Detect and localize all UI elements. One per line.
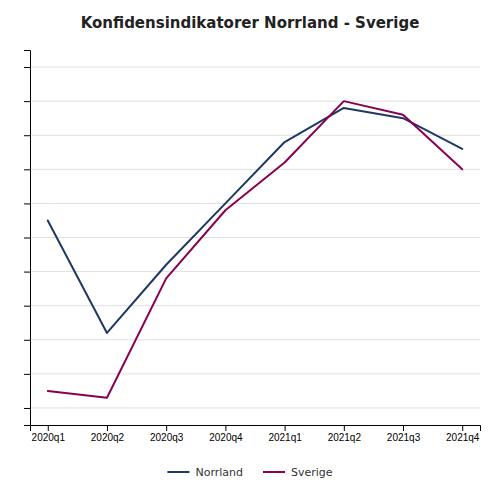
legend-item: Sverige bbox=[263, 466, 333, 479]
grid-line bbox=[30, 203, 480, 204]
grid bbox=[30, 67, 480, 408]
x-tick-label: 2021q2 bbox=[328, 432, 362, 443]
x-tick: 2020q2 bbox=[91, 425, 125, 443]
y-tick bbox=[24, 203, 30, 204]
x-tick-label: 2021q4 bbox=[446, 432, 480, 443]
y-axis-line bbox=[24, 51, 31, 426]
grid-line bbox=[30, 135, 480, 136]
series-line bbox=[48, 101, 462, 398]
x-tick-mark bbox=[403, 425, 404, 431]
x-axis: 2020q1 2020q2 2020q3 2020q4 2021q1 2021q2 2021… bbox=[31, 425, 481, 443]
x-tick-label: 2020q4 bbox=[209, 432, 243, 443]
x-tick: 2020q4 bbox=[209, 425, 243, 443]
y-axis bbox=[24, 51, 31, 426]
grid-line bbox=[30, 373, 480, 374]
y-tick-mark bbox=[24, 101, 30, 102]
legend: Norrland Sverige bbox=[167, 466, 332, 479]
x-tick-mark bbox=[285, 425, 286, 431]
y-tick-mark bbox=[24, 135, 30, 136]
y-tick-mark bbox=[24, 67, 30, 68]
x-tick: 2020q1 bbox=[32, 425, 66, 443]
y-tick-mark bbox=[24, 374, 30, 375]
x-tick-mark bbox=[107, 425, 108, 431]
x-tick-mark bbox=[344, 425, 345, 431]
lines bbox=[48, 101, 462, 398]
legend-swatch bbox=[167, 471, 189, 473]
grid-line bbox=[30, 67, 480, 68]
y-tick-mark bbox=[24, 340, 30, 341]
grid-line bbox=[30, 271, 480, 272]
grid-line bbox=[30, 407, 480, 408]
x-tick-label: 2020q2 bbox=[91, 432, 125, 443]
legend-swatch bbox=[263, 471, 285, 473]
x-tick-label: 2020q1 bbox=[32, 432, 66, 443]
y-tick bbox=[24, 67, 30, 68]
y-tick-mark bbox=[24, 408, 30, 409]
x-tick: 2021q1 bbox=[268, 425, 302, 443]
y-tick-mark bbox=[24, 306, 30, 307]
y-tick bbox=[24, 135, 30, 136]
grid-line bbox=[30, 169, 480, 170]
x-axis-line bbox=[31, 426, 481, 432]
y-tick bbox=[24, 238, 30, 239]
y-tick-mark bbox=[24, 272, 30, 273]
x-tick-label: 2020q3 bbox=[150, 432, 184, 443]
legend-item: Norrland bbox=[167, 466, 243, 479]
y-tick bbox=[24, 408, 30, 409]
y-tick bbox=[24, 169, 30, 170]
x-tick-label: 2021q3 bbox=[387, 432, 421, 443]
title: Konfidensindikatorer Norrland - Sverige bbox=[81, 14, 420, 32]
grid-line bbox=[30, 237, 480, 238]
legend-label: Norrland bbox=[195, 466, 243, 479]
y-tick-mark bbox=[24, 203, 30, 204]
y-tick bbox=[24, 374, 30, 375]
y-tick bbox=[24, 306, 30, 307]
x-tick: 2021q4 bbox=[446, 425, 480, 443]
plot: 2020q1 2020q2 2020q3 2020q4 2021q1 2021q2 2021… bbox=[24, 51, 481, 444]
grid-line bbox=[30, 101, 480, 102]
x-tick-mark bbox=[462, 425, 463, 431]
chart: 2020q1 2020q2 2020q3 2020q4 2021q1 2021q2 2021… bbox=[0, 0, 500, 500]
grid-line bbox=[30, 305, 480, 306]
y-tick bbox=[24, 340, 30, 341]
y-tick-mark bbox=[24, 238, 30, 239]
y-tick-mark bbox=[24, 169, 30, 170]
legend-label: Sverige bbox=[291, 466, 333, 479]
series-line bbox=[48, 108, 462, 333]
x-tick-mark bbox=[48, 425, 49, 431]
x-tick: 2021q2 bbox=[328, 425, 362, 443]
x-tick: 2020q3 bbox=[150, 425, 184, 443]
grid-line bbox=[30, 339, 480, 340]
y-tick bbox=[24, 272, 30, 273]
y-tick bbox=[24, 101, 30, 102]
x-tick-mark bbox=[166, 425, 167, 431]
x-tick-mark bbox=[225, 425, 226, 431]
x-tick: 2021q3 bbox=[387, 425, 421, 443]
x-tick-label: 2021q1 bbox=[268, 432, 302, 443]
